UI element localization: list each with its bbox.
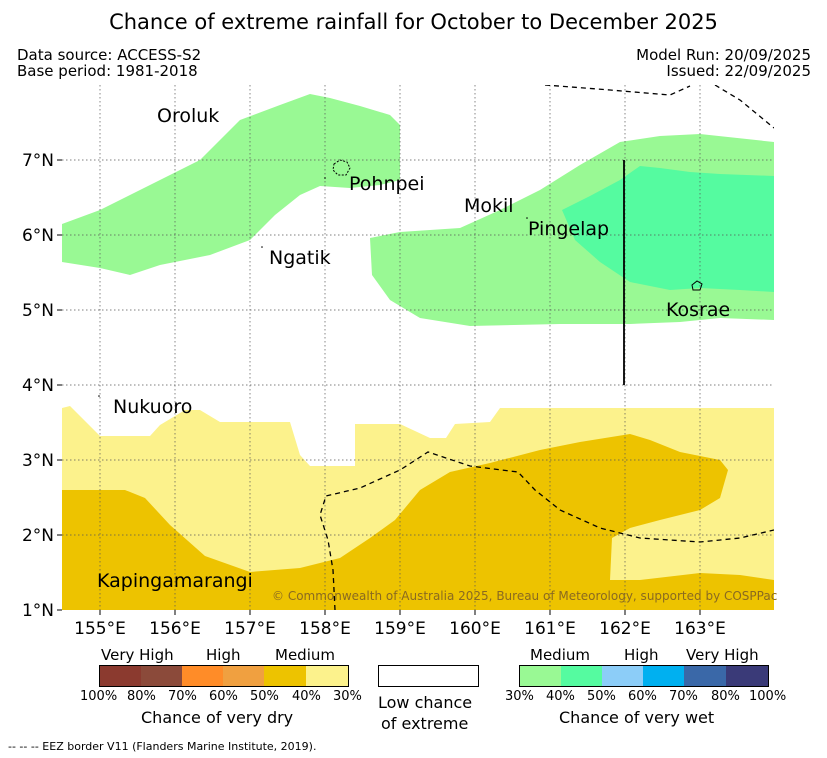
lon-label: 157°E [224, 619, 276, 639]
legend-wet-high: High [624, 646, 659, 664]
legend-dry-medium: Medium [275, 646, 335, 664]
dry-colorbar [99, 665, 349, 687]
low-chance-label-2: of extreme [381, 714, 469, 733]
low-chance-label-1: Low chance [378, 693, 473, 712]
wet-pct: 80% [711, 689, 740, 704]
dry-pct: 40% [292, 689, 321, 704]
legend-wet-medium: Medium [530, 646, 590, 664]
lat-label: 2°N [22, 526, 54, 546]
place-oroluk: Oroluk [157, 105, 219, 127]
legend-dry-very-high: Very High [101, 646, 174, 664]
wet-medium-region-west [62, 94, 400, 275]
nukuoro-dot [98, 395, 100, 397]
place-mokil: Mokil [464, 195, 514, 217]
kosrae-island [691, 280, 703, 291]
rainfall-map: 155°E 156°E 157°E 158°E 159°E 160°E 161°… [22, 85, 777, 639]
wet-colorbar [519, 665, 769, 687]
dry-legend-title: Chance of very dry [141, 708, 294, 727]
lon-label: 163°E [674, 619, 726, 639]
base-period: Base period: 1981-2018 [17, 62, 198, 80]
wet-40-50-region [562, 166, 774, 292]
place-nukuoro: Nukuoro [113, 396, 192, 418]
eez-border [319, 85, 774, 610]
pingelap-dot [526, 217, 528, 219]
lat-label: 6°N [22, 226, 54, 246]
lon-label: 161°E [524, 619, 576, 639]
ngatik-dot [261, 246, 263, 248]
low-chance-swatch [378, 665, 479, 687]
data-source: Data source: ACCESS-S2 [17, 46, 202, 64]
lat-label: 3°N [22, 451, 54, 471]
place-kosrae: Kosrae [666, 299, 730, 321]
pohnpei-island [332, 159, 351, 176]
wet-pct: 40% [546, 689, 575, 704]
eez-footnote: -- -- -- EEZ border V11 (Flanders Marine… [8, 740, 317, 753]
wet-pct: 30% [505, 689, 534, 704]
graticule [62, 85, 774, 610]
lon-label: 160°E [449, 619, 501, 639]
dry-pct: 50% [250, 689, 279, 704]
wet-pct: 60% [628, 689, 657, 704]
issued-date: Issued: 22/09/2025 [666, 62, 811, 80]
model-run: Model Run: 20/09/2025 [636, 46, 811, 64]
lat-label: 5°N [22, 301, 54, 321]
dry-pct: 60% [209, 689, 238, 704]
wet-pct: 50% [587, 689, 616, 704]
dry-pct: 80% [127, 689, 156, 704]
lon-label: 159°E [374, 619, 426, 639]
pohnpei-dot [324, 177, 326, 179]
dry-pct: 30% [333, 689, 362, 704]
lon-label: 155°E [74, 619, 126, 639]
place-pohnpei: Pohnpei [349, 173, 425, 195]
lat-label: 4°N [22, 376, 54, 396]
lon-label: 158°E [299, 619, 351, 639]
copyright-notice: © Commonwealth of Australia 2025, Bureau… [272, 589, 777, 603]
wet-pct: 100% [749, 689, 787, 704]
lat-label: 7°N [22, 151, 54, 171]
wet-legend-title: Chance of very wet [559, 708, 715, 727]
legend-dry-high: High [206, 646, 241, 664]
dry-40-50-region [62, 434, 774, 610]
place-pingelap: Pingelap [528, 218, 609, 240]
wet-pct: 70% [669, 689, 698, 704]
lon-label: 156°E [149, 619, 201, 639]
map-title: Chance of extreme rainfall for October t… [109, 10, 718, 34]
legend-wet-very-high: Very High [686, 646, 759, 664]
place-kapingamarangi: Kapingamarangi [97, 570, 253, 592]
dry-pct: 100% [80, 689, 118, 704]
dry-pct: 70% [168, 689, 197, 704]
place-ngatik: Ngatik [269, 247, 331, 269]
lon-label: 162°E [599, 619, 651, 639]
lat-label: 1°N [22, 601, 54, 621]
